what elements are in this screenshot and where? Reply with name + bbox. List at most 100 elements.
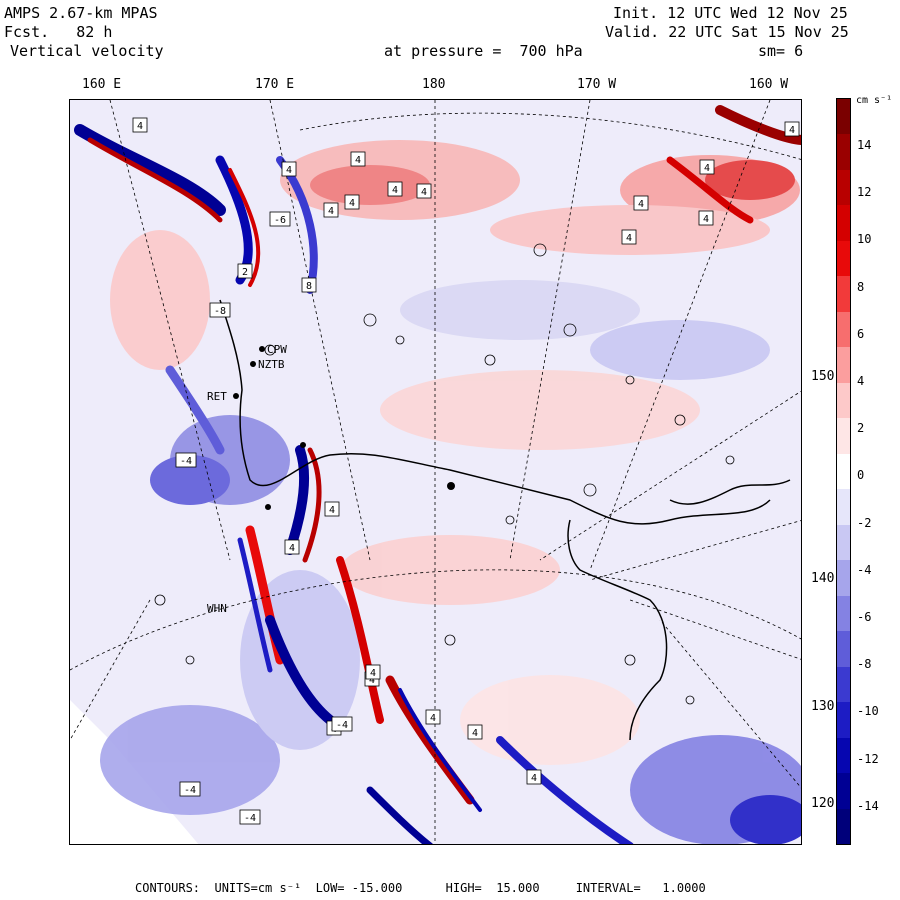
forecast-label: Fcst. 82 h: [4, 23, 112, 41]
colorbar-tick: 10: [857, 232, 872, 247]
contour-label: 4: [526, 769, 542, 785]
colorbar-band: [837, 560, 850, 597]
colorbar-tick: 6: [857, 326, 865, 341]
colorbar-band: [837, 595, 850, 633]
contour-label: 4: [416, 183, 432, 199]
contour-label: -4: [179, 781, 201, 797]
init-time: Init. 12 UTC Wed 12 Nov 25: [613, 4, 848, 22]
station-label-cpw: CPW: [267, 343, 287, 356]
fcst-value: 82 h: [76, 23, 113, 41]
contour-label: 4: [323, 202, 339, 218]
variable-name: Vertical velocity: [10, 42, 164, 60]
colorbar-band: [837, 205, 850, 242]
contour-label: 4: [344, 194, 360, 210]
colorbar-tick: -8: [857, 657, 872, 672]
svg-text:4: 4: [355, 155, 361, 166]
contour-label: 4: [132, 117, 148, 133]
station-label-whn: WHN: [207, 602, 227, 615]
station-dot-ret: [233, 393, 239, 399]
lon-label: 160 W: [749, 77, 789, 92]
svg-text:4: 4: [703, 214, 709, 225]
lon-label: 160 E: [82, 77, 122, 92]
svg-text:-8: -8: [214, 306, 226, 317]
svg-text:-6: -6: [274, 215, 286, 226]
svg-text:-4: -4: [244, 813, 256, 824]
svg-text:4: 4: [421, 187, 427, 198]
pressure-level: at pressure = 700 hPa: [384, 42, 583, 60]
svg-text:4: 4: [789, 125, 795, 136]
colorbar-tick: -2: [857, 515, 872, 530]
smoothing: sm= 6: [758, 42, 804, 60]
colorbar-units: cm s⁻¹: [856, 95, 893, 106]
colorbar-tick: 12: [857, 185, 872, 200]
colorbar-band: [837, 347, 850, 384]
colorbar-band: [837, 453, 850, 491]
contour-label: 4: [350, 151, 366, 167]
svg-text:4: 4: [289, 543, 295, 554]
svg-text:4: 4: [430, 713, 436, 724]
contour-label: -4: [175, 452, 197, 468]
colorbar-tick: -4: [857, 562, 872, 577]
colorbar-band: [837, 702, 850, 739]
colorbar-band: [837, 240, 850, 278]
valid-time: Valid. 22 UTC Sat 15 Nov 25: [605, 23, 849, 41]
contour-label: 4: [387, 181, 403, 197]
station-dot-cpw: [259, 346, 265, 352]
colorbar-tick: -10: [857, 704, 879, 719]
station-dot: [447, 482, 455, 490]
map-canvas: CPW NZTB RET WHN 4 4 4 4 4 4 4 4 4 4 4 4…: [70, 100, 801, 844]
svg-text:4: 4: [370, 668, 376, 679]
lon-label: 170 E: [255, 77, 295, 92]
contour-label: 2: [237, 263, 253, 279]
contour-label: -8: [209, 302, 231, 318]
colorbar-tick: 2: [857, 421, 865, 436]
svg-text:4: 4: [472, 728, 478, 739]
colorbar-band: [837, 276, 850, 313]
colorbar-tick: 14: [857, 138, 872, 152]
map-panel[interactable]: CPW NZTB RET WHN 4 4 4 4 4 4 4 4 4 4 4 4…: [69, 99, 802, 845]
colorbar-band: [837, 382, 850, 420]
contour-label: 4: [365, 664, 381, 680]
model-title: AMPS 2.67-km MPAS: [4, 4, 158, 22]
colorbar-band: [837, 311, 850, 349]
contour-label: 4: [425, 709, 441, 725]
svg-text:4: 4: [704, 163, 710, 174]
colorbar-band: [837, 666, 850, 704]
svg-text:4: 4: [638, 199, 644, 210]
svg-text:4: 4: [286, 165, 292, 176]
svg-text:8: 8: [306, 281, 312, 292]
colorbar-band: [837, 773, 850, 810]
colorbar-band: [837, 524, 850, 562]
contour-label: 4: [784, 121, 800, 137]
contour-label: 4: [467, 724, 483, 740]
svg-text:4: 4: [626, 233, 632, 244]
colorbar-band: [837, 418, 850, 455]
svg-text:4: 4: [392, 185, 398, 196]
colorbar-band: [837, 737, 850, 775]
station-label-nztb: NZTB: [258, 358, 285, 371]
contour-label: 4: [621, 229, 637, 245]
station-dot: [265, 504, 271, 510]
colorbar-tick: 8: [857, 279, 865, 294]
lon-label: 170 W: [577, 77, 617, 92]
contour-label: 4: [633, 195, 649, 211]
colorbar-tick: 4: [857, 374, 865, 388]
svg-text:4: 4: [369, 675, 375, 686]
colorbar-band: [837, 489, 850, 526]
contour-label: 4: [281, 161, 297, 177]
svg-text:-4: -4: [180, 456, 192, 467]
contour-label: 4: [284, 539, 300, 555]
svg-text:4: 4: [531, 773, 537, 784]
colorbar-band: [837, 169, 850, 207]
svg-text:4: 4: [137, 121, 143, 132]
svg-text:4: 4: [328, 206, 334, 217]
svg-text:4: 4: [349, 198, 355, 209]
contour-label: 4: [698, 210, 714, 226]
contour-info: CONTOURS: UNITS=cm s⁻¹ LOW= -15.000 HIGH…: [135, 881, 706, 895]
colorbar-band: [837, 99, 850, 136]
colorbar-tick: 0: [857, 468, 865, 483]
colorbar-tick: -14: [857, 798, 879, 813]
fcst-label: Fcst.: [4, 23, 50, 41]
station-dot-nztb: [250, 361, 256, 367]
contour-label: -6: [269, 211, 291, 227]
